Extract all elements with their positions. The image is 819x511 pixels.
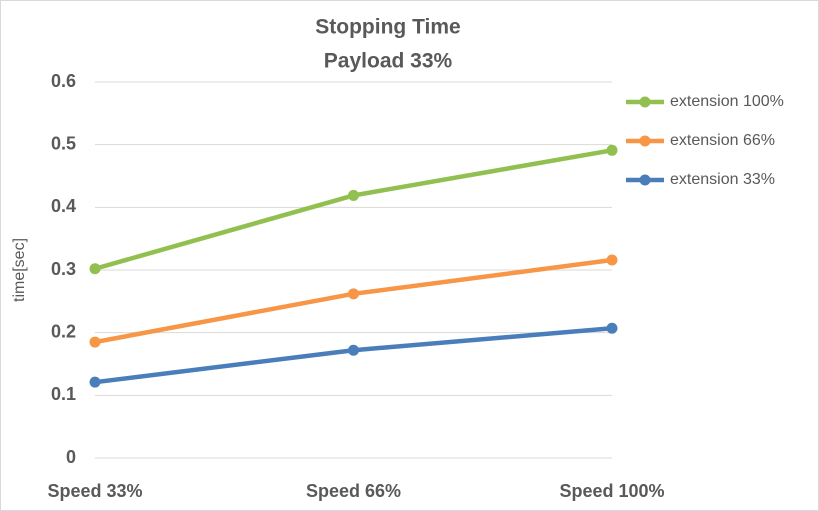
y-axis-label: time[sec] bbox=[11, 238, 28, 302]
x-tick-label: Speed 100% bbox=[559, 481, 664, 501]
data-point bbox=[89, 336, 101, 348]
legend-marker bbox=[639, 96, 651, 108]
data-point bbox=[606, 322, 618, 334]
x-tick-label: Speed 33% bbox=[47, 481, 142, 501]
y-tick-label: 0 bbox=[66, 447, 76, 467]
data-point bbox=[348, 288, 359, 300]
legend-marker bbox=[639, 135, 651, 147]
x-tick-label: Speed 66% bbox=[306, 481, 401, 501]
y-tick-label: 0.1 bbox=[51, 384, 76, 404]
legend-label: extension 100% bbox=[670, 93, 784, 110]
data-point bbox=[348, 344, 359, 356]
chart-title: Stopping Time bbox=[315, 16, 460, 39]
data-point bbox=[606, 254, 618, 266]
y-tick-label: 0.3 bbox=[51, 259, 76, 279]
data-point bbox=[348, 189, 359, 201]
data-point bbox=[89, 263, 101, 275]
legend-label: extension 66% bbox=[670, 132, 775, 149]
legend-marker bbox=[639, 174, 651, 186]
y-tick-label: 0.6 bbox=[51, 71, 76, 91]
data-point bbox=[89, 376, 101, 388]
y-tick-label: 0.5 bbox=[51, 133, 76, 153]
data-point bbox=[606, 144, 618, 156]
y-tick-label: 0.2 bbox=[51, 321, 76, 341]
legend-label: extension 33% bbox=[670, 171, 775, 188]
chart-subtitle: Payload 33% bbox=[324, 50, 453, 73]
y-tick-label: 0.4 bbox=[51, 196, 76, 216]
